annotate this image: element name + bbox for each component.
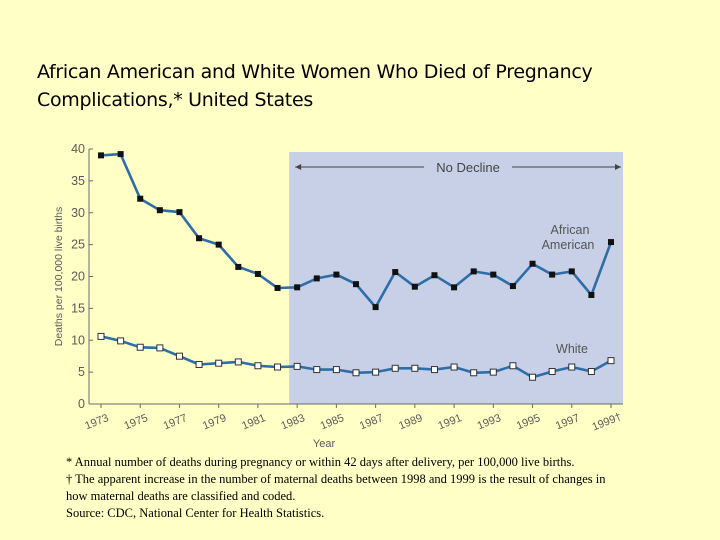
x-tick-label-1981: 1981 [240, 412, 267, 432]
point-african-american-1996 [549, 271, 556, 278]
point-african-american-1993 [490, 271, 497, 278]
point-african-american-1980 [235, 263, 242, 270]
x-tick-label-1983: 1983 [279, 412, 306, 432]
footnote-asterisk: * Annual number of deaths during pregnan… [66, 455, 575, 469]
series-label-white: White [556, 342, 588, 356]
x-axis-label: Year [313, 438, 336, 450]
point-white-1979 [215, 359, 223, 367]
chart-title-line1: African American and White Women Who Die… [37, 61, 593, 83]
series-label-african: African [551, 223, 590, 237]
point-african-american-1983 [294, 284, 301, 291]
chart-axes: 0 5 10 15 20 25 30 35 40 Deaths per 100,000 live … [53, 142, 623, 450]
x-tick-label-1987: 1987 [358, 412, 385, 432]
point-white-1987 [372, 368, 380, 376]
point-white-1997 [568, 363, 576, 371]
footnote-dagger: † The apparent increase in the number of… [66, 472, 606, 503]
point-white-1988 [391, 364, 399, 372]
chart-title: African American and White Women Who Die… [37, 58, 697, 114]
point-white-1974 [117, 337, 125, 345]
point-white-1980 [234, 358, 242, 366]
point-african-american-1990 [431, 272, 438, 279]
point-white-1982 [274, 363, 282, 371]
y-axis-label: Deaths per 100,000 live births [53, 207, 65, 347]
point-white-1981 [254, 362, 262, 370]
point-white-1984 [313, 366, 321, 374]
y-tick-label-15: 15 [71, 301, 85, 315]
point-white-1989 [411, 364, 419, 372]
point-african-american-1998 [588, 291, 595, 298]
point-african-american-1978 [196, 235, 203, 242]
point-african-american-1988 [392, 269, 399, 276]
y-tick-label-35: 35 [71, 174, 85, 188]
point-white-1991 [450, 363, 458, 371]
point-white-1994 [509, 362, 517, 370]
y-tick-label-5: 5 [78, 365, 85, 379]
point-african-american-1974 [117, 151, 124, 158]
point-african-american-1976 [156, 207, 163, 214]
point-white-1998 [587, 367, 595, 375]
point-african-american-1979 [215, 241, 222, 248]
footnote-source: Source: CDC, National Center for Health … [66, 506, 325, 520]
point-white-1992 [470, 369, 478, 377]
point-african-american-1992 [470, 268, 477, 275]
footnotes: * Annual number of deaths during pregnan… [66, 454, 606, 522]
point-african-american-1999 [608, 239, 614, 246]
y-tick-label-30: 30 [71, 206, 85, 220]
y-tick-label-0: 0 [78, 397, 85, 411]
point-white-1995 [529, 373, 537, 381]
series-label-american: American [542, 238, 595, 252]
point-white-1993 [489, 368, 497, 376]
point-african-american-1991 [451, 284, 458, 291]
point-african-american-1985 [333, 271, 340, 278]
point-african-american-1994 [509, 283, 516, 290]
point-african-american-1997 [568, 268, 575, 275]
x-tick-label-1973: 1973 [83, 412, 110, 432]
chart-series [97, 151, 615, 381]
point-african-american-1989 [411, 283, 418, 290]
x-tick-label-1991: 1991 [436, 412, 463, 432]
point-white-1976 [156, 344, 164, 352]
x-tick-label-1997: 1997 [554, 412, 581, 432]
x-tick-label-1989: 1989 [397, 412, 424, 432]
point-white-1986 [352, 369, 360, 377]
y-tick-label-20: 20 [71, 270, 85, 284]
x-tick-label-1985: 1985 [319, 412, 346, 432]
y-tick-label-40: 40 [71, 142, 85, 156]
point-african-american-1987 [372, 304, 379, 311]
point-african-american-1973 [98, 152, 104, 159]
no-decline-arrowhead-right [615, 164, 621, 170]
point-white-1990 [430, 366, 438, 374]
point-african-american-1977 [176, 209, 183, 216]
point-white-1978 [195, 360, 203, 368]
x-tick-label-1979: 1979 [201, 412, 228, 432]
chart-title-line2: Complications,* United States [37, 89, 313, 111]
point-african-american-1981 [254, 270, 261, 277]
point-african-american-1984 [313, 275, 320, 282]
point-white-1983 [293, 362, 301, 370]
point-white-1975 [136, 343, 144, 351]
point-african-american-1975 [137, 195, 144, 202]
point-african-american-1986 [353, 281, 359, 288]
x-tick-label-1999: 1999† [590, 411, 623, 434]
point-african-american-1995 [529, 260, 536, 267]
point-white-1985 [332, 366, 340, 374]
no-decline-label: No Decline [436, 160, 500, 175]
point-white-1973 [97, 332, 105, 340]
point-white-1999 [607, 357, 615, 365]
y-tick-label-10: 10 [71, 333, 85, 347]
point-white-1977 [175, 352, 183, 360]
x-tick-label-1975: 1975 [123, 412, 150, 432]
x-tick-label-1995: 1995 [515, 412, 542, 432]
y-tick-label-25: 25 [71, 238, 85, 252]
x-tick-label-1977: 1977 [162, 412, 189, 432]
x-tick-label-1993: 1993 [476, 412, 503, 432]
point-white-1996 [548, 367, 556, 375]
no-decline-arrowhead-left [295, 164, 302, 170]
point-african-american-1982 [274, 284, 281, 291]
